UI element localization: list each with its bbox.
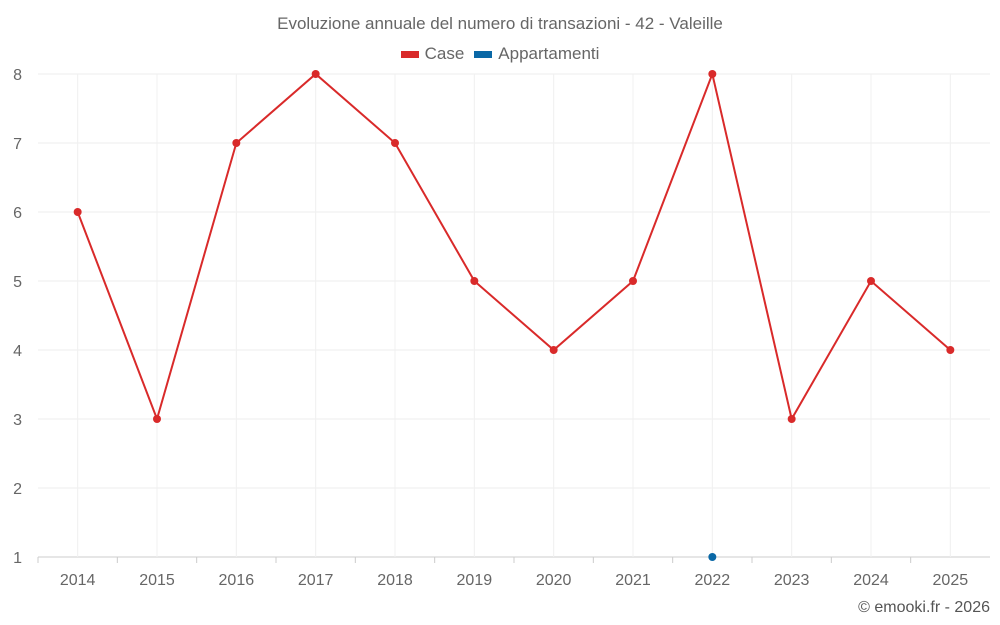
data-point-case [232,139,241,147]
legend-label-appartamenti: Appartamenti [498,44,600,63]
data-point-case [311,70,320,78]
data-point-case [867,277,875,285]
legend-item-appartamenti[interactable]: Appartamenti [474,44,599,64]
y-tick-label: 8 [13,67,22,84]
legend-item-case[interactable]: Case [400,44,465,64]
series-line-case [76,70,951,423]
y-tick-label: 4 [13,343,22,360]
x-tick-label: 2017 [298,572,334,589]
data-point-case [708,70,717,78]
x-tick-label: 2020 [536,572,572,589]
data-point-case [470,277,479,285]
x-tick-label: 2022 [695,572,731,589]
x-tick-label: 2014 [60,572,96,589]
x-tick-label: 2025 [933,572,969,589]
x-tick-label: 2016 [219,572,255,589]
data-point-case [629,277,637,285]
legend: Case Appartamenti [0,44,1000,64]
y-tick-label: 7 [13,136,22,153]
y-tick-label: 3 [13,412,22,429]
credit: © emooki.fr - 2026 [858,599,990,616]
x-tick-label: 2023 [774,572,810,589]
x-tick-label: 2024 [853,572,889,589]
y-tick-label: 1 [13,550,22,567]
y-tick-label: 6 [13,205,22,222]
y-tick-label: 2 [13,481,22,498]
x-tick-label: 2015 [139,572,175,589]
data-point-case [153,415,161,423]
data-point-case [549,346,558,354]
data-point-case [73,208,82,216]
legend-label-case: Case [424,44,465,63]
legend-swatch-case [400,50,419,58]
data-point-case [391,139,399,147]
legend-swatch-appartamenti [474,50,493,58]
data-point-case [787,415,796,423]
chart-title: Evoluzione annuale del numero di transaz… [277,14,723,33]
y-tick-label: 5 [13,274,22,291]
x-tick-label: 2021 [615,572,651,589]
data-point-case [946,346,955,354]
x-tick-label: 2019 [457,572,493,589]
data-point-appartamenti [708,553,717,561]
x-tick-label: 2018 [377,572,413,589]
